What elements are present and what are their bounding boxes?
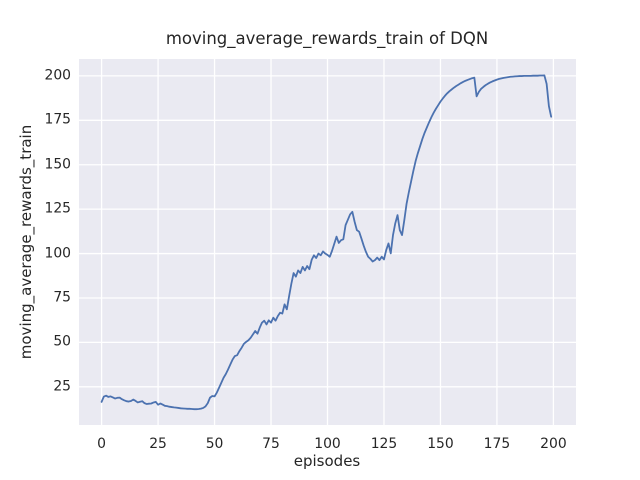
line-series [100, 74, 553, 411]
x-tick-label: 0 [97, 436, 106, 452]
y-tick-label: 200 [44, 67, 71, 84]
x-axis-label: episodes [293, 452, 361, 470]
x-tick-label: 200 [540, 436, 567, 452]
line-chart-svg [79, 59, 576, 425]
y-tick-label: 175 [44, 111, 71, 128]
y-tick-label: 50 [53, 334, 71, 351]
y-tick-label: 125 [44, 200, 71, 217]
x-tick-label: 150 [427, 436, 454, 452]
x-tick-label: 175 [483, 436, 511, 452]
plot-area [79, 59, 576, 425]
x-tick-label: 50 [205, 436, 224, 452]
x-tick-label: 75 [262, 436, 280, 452]
x-tick-label: 25 [149, 436, 167, 452]
y-tick-label: 150 [44, 156, 71, 173]
chart-title: moving_average_rewards_train of DQN [165, 29, 489, 48]
y-tick-label: 100 [44, 245, 71, 262]
x-tick-label: 125 [370, 436, 398, 452]
y-tick-label: 25 [53, 378, 71, 395]
x-tick-label: 100 [314, 436, 341, 452]
y-tick-label: 75 [53, 289, 71, 306]
